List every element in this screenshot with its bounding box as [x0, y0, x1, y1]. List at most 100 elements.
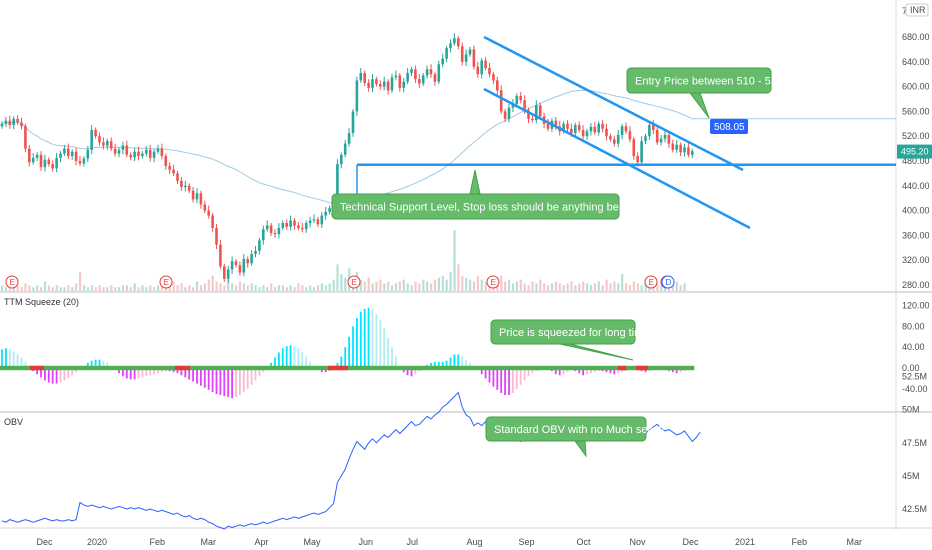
- volume-bar: [51, 287, 54, 291]
- candle-body: [90, 130, 93, 150]
- candle-body: [20, 122, 23, 127]
- candle-body: [121, 145, 125, 150]
- squeeze-bar: [192, 368, 194, 382]
- candle-body: [379, 84, 382, 87]
- squeeze-tick-label: 40.00: [902, 342, 925, 352]
- drawn-lines[interactable]: [356, 35, 896, 230]
- volume-bar: [82, 285, 86, 291]
- squeeze-bar: [188, 368, 191, 380]
- entry-price-callout[interactable]: Entry Price between 510 - 520: [626, 67, 783, 119]
- time-tick-label: Dec: [37, 537, 54, 547]
- volume-bar: [410, 285, 413, 291]
- squeeze-bar: [145, 368, 148, 377]
- obv-tick-label: 42.5M: [902, 504, 927, 514]
- squeeze-bar: [86, 362, 89, 368]
- volume-bar: [398, 281, 401, 291]
- price-candles[interactable]: [0, 33, 694, 283]
- volume-bar: [558, 283, 561, 291]
- candle-body: [457, 38, 460, 47]
- volume-bar: [324, 285, 327, 291]
- squeeze-bar: [176, 368, 179, 374]
- volume-bar: [375, 281, 378, 291]
- volume-bar: [449, 272, 452, 291]
- squeeze-bar: [504, 368, 506, 396]
- volume-bar: [379, 279, 382, 291]
- earnings-marker[interactable]: [347, 275, 361, 289]
- candle-body: [148, 149, 152, 158]
- earnings-marker[interactable]: [644, 275, 658, 289]
- volume-bar: [219, 283, 222, 291]
- earnings-marker[interactable]: [486, 275, 500, 289]
- candle-body: [531, 118, 534, 121]
- time-tick-label: Sep: [519, 537, 535, 547]
- trend-channel-upper[interactable]: [483, 35, 744, 172]
- entry-price-callout-box: [626, 67, 772, 94]
- volume-bar: [281, 285, 284, 291]
- squeeze-bar: [223, 368, 226, 397]
- volume-bar: [196, 281, 199, 291]
- squeeze-bar: [180, 368, 183, 376]
- time-tick-label: Apr: [255, 537, 269, 547]
- obv-tick-label: 45M: [902, 471, 920, 481]
- squeeze-bar: [410, 368, 413, 377]
- volume-bar: [157, 285, 160, 291]
- price-tick-label: 400.00: [902, 206, 930, 216]
- candle-body: [453, 38, 456, 44]
- callouts[interactable]: Entry Price between 510 - 520 Technical S…: [331, 67, 783, 458]
- volume-bar: [258, 287, 261, 291]
- volume-bar: [250, 283, 253, 291]
- squeeze-bar: [434, 361, 436, 368]
- candle-body: [265, 225, 269, 230]
- support-callout[interactable]: Technical Support Level, Stop loss shoul…: [331, 169, 657, 220]
- volume-bar: [605, 279, 608, 291]
- squeeze-bar: [137, 368, 140, 379]
- candle-body: [226, 269, 230, 279]
- squeeze-bar: [51, 368, 54, 384]
- dividend-marker[interactable]: [661, 275, 675, 289]
- volume-bar: [180, 283, 183, 291]
- trend-channel-lower[interactable]: [483, 87, 751, 230]
- volume-bar: [406, 283, 409, 291]
- squeeze-bar: [445, 360, 448, 368]
- volume-bar: [570, 281, 573, 291]
- candle-body: [382, 81, 386, 87]
- squeeze-bar: [242, 368, 245, 392]
- currency-badge[interactable]: [905, 3, 929, 17]
- squeeze-bar: [336, 362, 339, 368]
- squeeze-bar: [250, 368, 253, 385]
- candle-body: [35, 154, 39, 158]
- squeeze-bar: [437, 361, 440, 368]
- volume-bar: [231, 283, 234, 291]
- squeeze-bar: [367, 307, 370, 368]
- candle-body: [398, 75, 402, 88]
- candle-body: [8, 120, 12, 126]
- volume-bar: [445, 279, 448, 291]
- candle-body: [343, 143, 347, 155]
- obv-callout[interactable]: Standard OBV with no Much selloff: [485, 416, 665, 458]
- candle-body: [117, 149, 121, 154]
- earnings-marker[interactable]: [5, 275, 19, 289]
- candle-body: [402, 81, 405, 88]
- candle-body: [98, 136, 101, 143]
- candle-body: [324, 211, 327, 216]
- candle-body: [285, 223, 288, 227]
- volume-bar: [28, 285, 31, 291]
- price-tick-label: 360.00: [902, 230, 930, 240]
- squeeze-callout-text: Price is squeezed for long time: [499, 327, 649, 339]
- volume-bar: [656, 283, 659, 291]
- trendline-price-label-bg[interactable]: [710, 119, 748, 134]
- squeeze-bar: [55, 368, 58, 384]
- volume-bar: [402, 279, 405, 291]
- squeeze-bar: [258, 368, 261, 377]
- time-tick-label: Feb: [150, 537, 166, 547]
- candle-body: [24, 126, 27, 149]
- earnings-marker[interactable]: [159, 275, 173, 289]
- event-markers[interactable]: EEEEEED: [5, 275, 675, 289]
- volume-bar: [328, 283, 331, 291]
- candle-body: [429, 69, 433, 75]
- price-tick-label: 600.00: [902, 82, 930, 92]
- candle-body: [359, 72, 363, 81]
- squeeze-bar: [40, 368, 42, 378]
- candle-body: [421, 75, 425, 84]
- squeeze-callout[interactable]: Price is squeezed for long time: [490, 319, 649, 361]
